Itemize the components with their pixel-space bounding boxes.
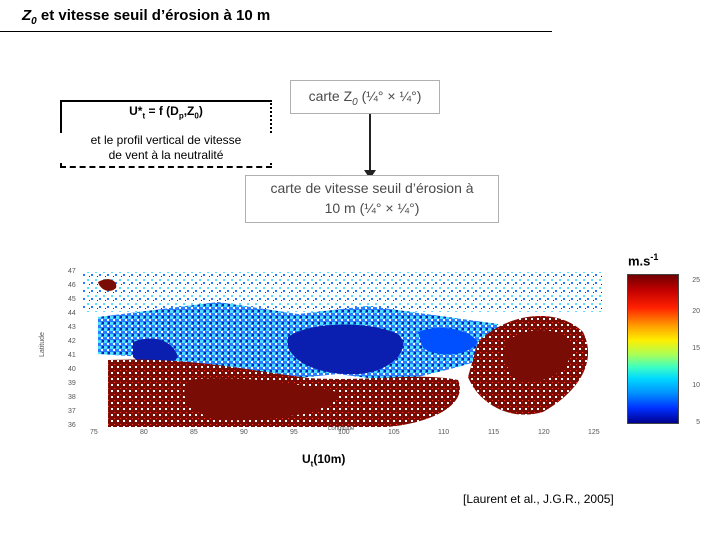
threshold-speed-map-label: carte de vitesse seuil d’érosion à 10 m … [245, 178, 499, 218]
z0-map-label: carte Z0 (¼° × ¼°) [290, 88, 440, 108]
formula-sub-p: p [178, 111, 184, 121]
map-x-label: Longitude [328, 426, 355, 432]
lon-tick: 95 [290, 429, 298, 436]
profile-line-2: de vent à la neutralité [108, 148, 224, 162]
z0-label-suffix: (¼° × ¼°) [357, 88, 422, 104]
profile-text: et le profil vertical de vitesse de vent… [50, 133, 282, 163]
lat-tick: 43 [68, 324, 76, 331]
ut-label: Ut(10m) [302, 452, 345, 468]
colorbar-tick: 25 [692, 277, 700, 284]
formula-sub-0: 0 [194, 111, 199, 121]
lat-tick: 37 [68, 408, 76, 415]
lon-tick: 105 [388, 429, 400, 436]
lat-tick: 42 [68, 338, 76, 345]
lat-tick: 41 [68, 352, 76, 359]
map-red-core [184, 378, 338, 421]
lon-tick-group: 75 80 85 90 95 100 105 110 115 120 125 L… [90, 426, 600, 436]
unit-sup: -1 [650, 252, 659, 262]
ut-main: U [302, 452, 311, 466]
colorbar-tick: 10 [692, 382, 700, 389]
formula-ustar: U* [129, 104, 143, 118]
lon-tick: 125 [588, 429, 600, 436]
speed-line-2: 10 m (¼° × ¼°) [324, 200, 420, 216]
lon-tick: 75 [90, 429, 98, 436]
lat-tick: 44 [68, 310, 76, 317]
z0-map-box [290, 80, 440, 114]
colorbar: 25 20 15 10 5 [627, 274, 700, 426]
lon-tick: 85 [190, 429, 198, 436]
title-z: Z [22, 7, 32, 24]
map-deep-blue-region [287, 324, 404, 375]
arrow-shaft [369, 114, 371, 172]
slide-title: Z0 et vitesse seuil d’érosion à 10 m [22, 7, 270, 27]
lat-tick: 40 [68, 366, 76, 373]
title-rest: et vitesse seuil d’érosion à 10 m [36, 7, 271, 24]
z0-label-prefix: carte Z [308, 88, 353, 104]
colorbar-tick: 15 [692, 345, 700, 352]
lat-tick-group: 47 46 45 44 43 42 41 40 39 38 37 36 [68, 268, 76, 429]
formula-mid: = f (D [145, 104, 179, 118]
lon-tick: 100 [338, 429, 350, 436]
lat-tick: 46 [68, 282, 76, 289]
lon-tick: 90 [240, 429, 248, 436]
lon-tick: 110 [438, 429, 449, 436]
arrow-head-icon [364, 170, 376, 179]
ut-rest: (10m) [313, 452, 346, 466]
z0-label-sub: 0 [352, 96, 358, 108]
map-red-northwest [98, 279, 117, 291]
formula-sub-t: t [142, 111, 146, 121]
map-svg: 47 46 45 44 43 42 41 40 39 38 37 36 Lati… [39, 267, 603, 436]
unit-main: m.s [628, 253, 651, 269]
lat-tick: 47 [68, 268, 76, 275]
speed-line-1: carte de vitesse seuil d’érosion à [270, 180, 474, 196]
lon-tick: 80 [140, 429, 148, 436]
formula-end: ) [198, 104, 203, 118]
formula-text: U*t = f (Dp,Z0) [0, 104, 332, 120]
colorbar-tick: 20 [692, 308, 700, 315]
map-deep-blue-west [133, 338, 178, 366]
ut-sub: t [310, 459, 314, 469]
threshold-speed-map-box [245, 175, 499, 223]
formula-mid2: ,Z [183, 104, 195, 118]
lon-tick: 120 [538, 429, 550, 436]
map-red-east-core [503, 330, 573, 382]
lat-tick: 38 [68, 394, 76, 401]
map-y-label: Latitude [39, 332, 46, 357]
colorbar-unit: m.s-1 [628, 252, 658, 268]
title-z-sub: 0 [31, 16, 37, 27]
profile-line-1: et le profil vertical de vitesse [90, 133, 242, 147]
lat-tick: 36 [68, 422, 76, 429]
title-rule [0, 31, 552, 32]
formula-box-border-top [60, 100, 272, 102]
lon-tick: 115 [488, 429, 499, 436]
citation: [Laurent et al., J.G.R., 2005] [463, 492, 614, 506]
map-upper-sparse [83, 272, 603, 312]
map-blue-east [418, 327, 478, 355]
threshold-speed-map: 47 46 45 44 43 42 41 40 39 38 37 36 Lati… [38, 262, 618, 437]
lat-tick: 45 [68, 296, 76, 303]
colorbar-tick: 5 [696, 419, 700, 426]
lat-tick: 39 [68, 380, 76, 387]
